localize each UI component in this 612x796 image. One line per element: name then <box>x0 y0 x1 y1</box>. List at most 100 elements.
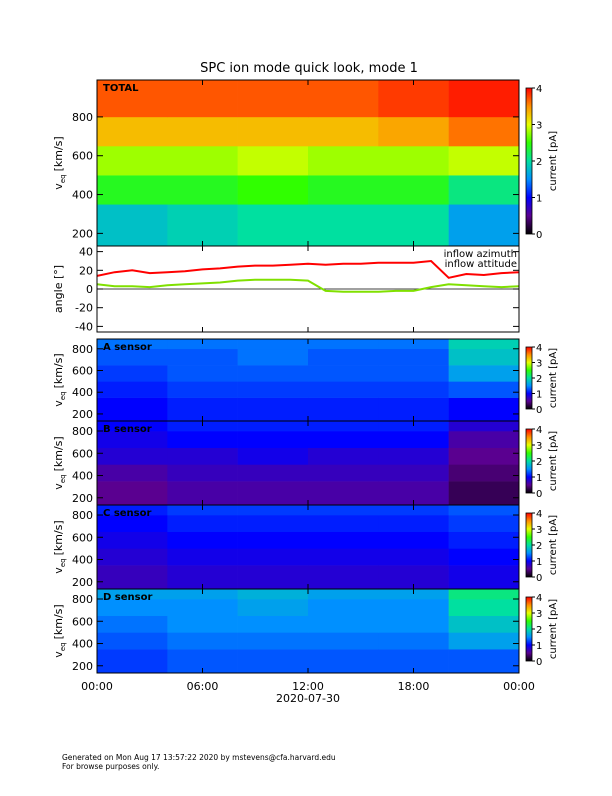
panel: C sensor 0 1 2 3 4 current [pA] veq [km/s] 200 400… <box>52 504 559 590</box>
heatmap-cell <box>237 116 309 147</box>
heatmap-cell <box>237 431 309 449</box>
heatmap-cell <box>97 204 168 246</box>
heatmap-cell <box>97 146 168 176</box>
heatmap-cell <box>167 381 238 398</box>
heatmap-cell <box>167 589 238 600</box>
heatmap-cell <box>308 348 379 366</box>
y-tick-label: 800 <box>72 593 93 606</box>
heatmap-cell <box>237 175 309 205</box>
panel: A sensor 0 1 2 3 4 current [pA] veq [km/s] 200 400… <box>52 338 559 422</box>
heatmap-cell <box>167 365 238 382</box>
heatmap-cell <box>237 397 309 421</box>
colorbar-tick-label: 0 <box>536 489 542 500</box>
y-tick-label: 400 <box>72 470 93 483</box>
heatmap-cell <box>167 548 238 566</box>
panel-frame <box>96 245 520 333</box>
heatmap-cell <box>237 146 309 176</box>
heatmap-cell <box>167 632 238 650</box>
footer-line: For browse purposes only. <box>62 762 159 771</box>
heatmap-cell <box>308 447 379 465</box>
colorbar-tick-label: 2 <box>536 374 542 385</box>
y-tick-label: 600 <box>72 150 93 163</box>
heatmap-cell <box>448 339 519 350</box>
heatmap-cell <box>237 599 309 617</box>
colorbar-tick-label: 2 <box>536 625 542 636</box>
heatmap-cell <box>237 615 309 633</box>
heatmap-cell <box>448 548 519 566</box>
heatmap-cell <box>97 548 168 566</box>
footer-line: Generated on Mon Aug 17 13:57:22 2020 by… <box>62 753 336 762</box>
heatmap-cell <box>237 632 309 650</box>
heatmap-cell <box>97 505 168 516</box>
heatmap-cell <box>448 649 519 673</box>
y-axis-label: veq [km/s] <box>52 136 67 189</box>
panel: D sensor 0 1 2 3 4 current [pA] veq [km/s] 200 400… <box>52 588 559 705</box>
colorbar-tick-label: 2 <box>536 541 542 552</box>
heatmap-cell <box>167 80 238 118</box>
heatmap-cell <box>308 365 379 382</box>
heatmap-cell <box>308 431 379 449</box>
y-axis-label-part: v <box>52 183 65 190</box>
heatmap-cell <box>448 80 519 118</box>
legend-entry: inflow azimuth <box>444 249 517 260</box>
heatmap-cell <box>378 548 449 566</box>
heatmap-cell <box>308 615 379 633</box>
y-tick-label: 200 <box>72 492 93 505</box>
heatmap-cell <box>237 464 309 482</box>
heatmap-cell <box>97 175 168 205</box>
panel-label: TOTAL <box>103 83 139 94</box>
heatmap-cell <box>308 531 379 549</box>
heatmap-cell <box>97 397 168 421</box>
heatmap-cell <box>167 397 238 421</box>
heatmap-cell <box>378 464 449 482</box>
y-tick-label: 800 <box>72 425 93 438</box>
heatmap-cell <box>237 339 309 350</box>
colorbar-label: current [pA] <box>548 599 559 659</box>
y-tick-label: 200 <box>72 408 93 421</box>
y-axis-label-part: v <box>52 651 65 658</box>
colorbar-tick-label: 4 <box>536 343 542 354</box>
y-axis-label: veq [km/s] <box>52 353 67 406</box>
heatmap-cell <box>448 481 519 505</box>
heatmap-cell <box>448 632 519 650</box>
heatmap-cell <box>167 615 238 633</box>
heatmap-cell <box>167 348 238 366</box>
y-axis-label-sub: eq <box>59 558 67 567</box>
heatmap-cell <box>308 421 379 432</box>
heatmap-cell <box>308 505 379 516</box>
heatmap-cell <box>448 565 519 589</box>
heatmap-cell <box>97 421 168 432</box>
plot-area <box>97 505 519 589</box>
heatmap-cell <box>308 80 379 118</box>
heatmap-cell <box>97 464 168 482</box>
heatmap-cell <box>378 531 449 549</box>
heatmap-cell <box>167 565 238 589</box>
heatmap-cell <box>237 481 309 505</box>
heatmap-cell <box>378 505 449 516</box>
colorbar <box>525 596 533 662</box>
y-tick-label: -40 <box>75 320 93 333</box>
colorbar-tick-label: 1 <box>536 473 542 484</box>
heatmap-cell <box>378 589 449 600</box>
panel-label: A sensor <box>103 342 152 353</box>
heatmap-cell <box>167 515 238 533</box>
heatmap-cell <box>448 397 519 421</box>
heatmap-cell <box>378 348 449 366</box>
y-tick-label: 800 <box>72 111 93 124</box>
heatmap-cell <box>448 116 519 147</box>
heatmap-cell <box>237 565 309 589</box>
colorbar-tick-label: 4 <box>536 593 542 604</box>
heatmap-cell <box>448 464 519 482</box>
colorbar-label: current [pA] <box>548 348 559 408</box>
colorbar-tick-label: 1 <box>536 557 542 568</box>
y-tick-label: -20 <box>75 302 93 315</box>
heatmap-cell <box>97 515 168 533</box>
y-tick-label: 600 <box>72 364 93 377</box>
heatmap-cell <box>308 116 379 147</box>
heatmap-cell <box>378 421 449 432</box>
colorbar-tick-label: 4 <box>536 84 542 95</box>
heatmap-cell <box>97 632 168 650</box>
heatmap-cell <box>378 431 449 449</box>
heatmap-cell <box>378 80 449 118</box>
